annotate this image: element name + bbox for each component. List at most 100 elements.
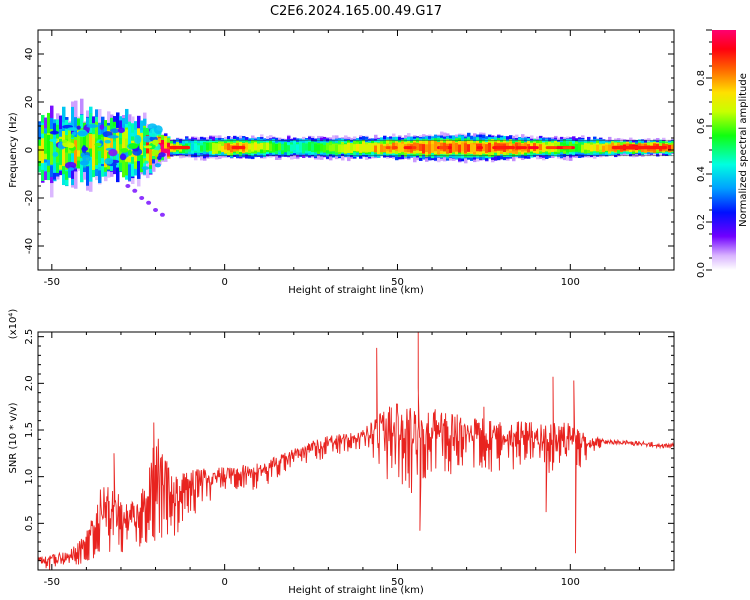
heatmap-edge [608, 139, 612, 141]
heatmap-edge [434, 139, 438, 141]
heatmap-edge [179, 155, 183, 157]
heatmap-edge [509, 155, 513, 157]
heatmap-cell [368, 145, 372, 153]
heatmap-edge [233, 155, 237, 157]
heatmap-tail-point [159, 212, 165, 217]
heatmap-edge [548, 139, 552, 141]
heatmap-cell [221, 145, 225, 153]
heatmap-edge [626, 139, 630, 141]
heatmap-edge [245, 139, 249, 141]
heatmap-edge [191, 139, 195, 141]
heatmap-edge [275, 155, 279, 157]
heatmap-blob [134, 134, 142, 144]
heatmap-blob [67, 127, 79, 131]
heatmap-cell [77, 134, 81, 151]
heatmap-edge [221, 139, 225, 141]
heatmap-edge [500, 155, 504, 157]
heatmap-edge [416, 155, 420, 157]
heatmap-cell [590, 144, 594, 152]
heatmap-edge [488, 139, 492, 141]
heatmap-edge [620, 155, 624, 157]
spectrogram-x-tick-label: 50 [391, 277, 404, 288]
heatmap-edge [500, 139, 504, 141]
heatmap-peak [545, 146, 557, 150]
spectrogram-y-tick-label: -40 [24, 238, 35, 254]
heatmap-edge [671, 155, 674, 157]
heatmap-edge [587, 139, 591, 141]
heatmap-edge [512, 139, 516, 141]
heatmap-blob [76, 130, 89, 137]
heatmap-edge [413, 139, 417, 141]
heatmap-edge [602, 139, 606, 141]
spectrogram-x-label: Height of straight line (km) [288, 285, 424, 296]
heatmap-edge [356, 155, 360, 157]
heatmap-blob [154, 163, 161, 168]
heatmap-edge [671, 139, 674, 141]
heatmap-edge [311, 139, 315, 141]
heatmap-edge [449, 155, 453, 157]
heatmap-edge [425, 155, 429, 157]
heatmap-edge [650, 139, 654, 141]
heatmap-edge [662, 155, 666, 157]
heatmap-cell [251, 144, 255, 152]
heatmap-cell [197, 145, 201, 153]
heatmap-cell [167, 149, 171, 156]
heatmap-edge [614, 139, 618, 141]
heatmap-edge [377, 139, 381, 141]
heatmap-edge [635, 139, 639, 141]
heatmap-edge [359, 139, 363, 141]
heatmap-edge [521, 139, 525, 141]
heatmap-edge [332, 155, 336, 157]
heatmap-edge [350, 155, 354, 157]
heatmap-edge [422, 139, 426, 141]
heatmap-edge [407, 155, 411, 157]
heatmap-cell [593, 143, 597, 151]
heatmap-edge [521, 155, 525, 157]
heatmap-edge [248, 139, 252, 141]
heatmap-edge [641, 155, 645, 157]
heatmap-edge [662, 139, 666, 141]
heatmap-edge [482, 139, 486, 141]
heatmap-cell [47, 134, 51, 160]
heatmap-cell [218, 143, 222, 151]
heatmap-edge [173, 139, 177, 141]
heatmap-edge [284, 155, 288, 157]
heatmap-cell [425, 144, 429, 153]
heatmap-edge [659, 155, 663, 157]
heatmap-peak [527, 146, 539, 150]
heatmap-cell [263, 142, 267, 151]
spectrogram-heatmap [38, 98, 674, 217]
heatmap-cell [299, 143, 303, 151]
heatmap-edge [416, 139, 420, 141]
heatmap-edge [266, 155, 270, 157]
heatmap-tail-point [125, 184, 131, 188]
heatmap-edge [260, 139, 264, 141]
heatmap-edge [218, 155, 222, 157]
heatmap-edge [596, 155, 600, 157]
heatmap-cell [389, 145, 393, 153]
heatmap-cell [341, 145, 345, 153]
heatmap-blob [128, 143, 139, 149]
heatmap-edge [170, 139, 174, 141]
heatmap-cell [38, 145, 42, 161]
heatmap-edge [398, 139, 402, 141]
heatmap-cell [266, 142, 270, 151]
heatmap-cell [50, 142, 54, 165]
heatmap-blob [108, 149, 118, 157]
heatmap-edge [473, 139, 477, 141]
heatmap-edge [653, 155, 657, 157]
heatmap-cell [338, 144, 342, 153]
heatmap-blob [117, 127, 125, 134]
heatmap-edge [554, 155, 558, 157]
heatmap-edge [338, 155, 342, 157]
colorbar-tick-label: 0.2 [696, 214, 707, 230]
heatmap-cell [293, 143, 297, 151]
heatmap-edge [569, 139, 573, 141]
heatmap-edge [644, 155, 648, 157]
heatmap-edge [257, 139, 261, 141]
heatmap-blob [151, 149, 160, 156]
heatmap-edge [338, 139, 342, 141]
spectrogram-axes: -50 0 50 100 -40 -20 0 20 40 [24, 29, 675, 288]
heatmap-edge [497, 139, 501, 141]
heatmap-cell [431, 144, 435, 153]
